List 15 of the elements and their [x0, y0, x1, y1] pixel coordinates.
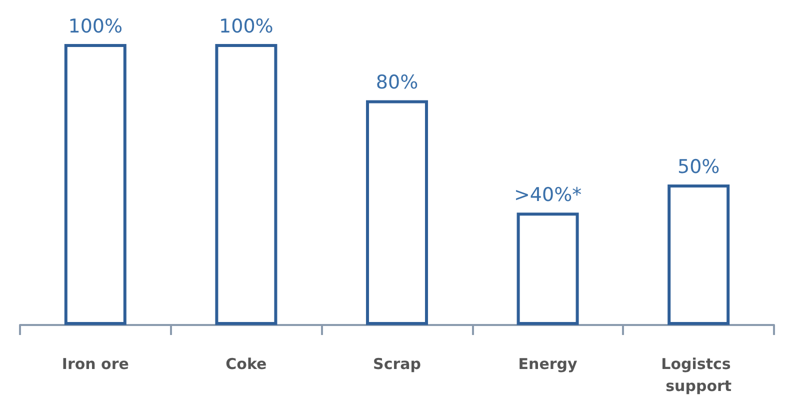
data-label: 80%: [376, 72, 418, 94]
bar: [215, 44, 278, 325]
data-label: 50%: [677, 156, 720, 178]
x-tick-label: Energy: [518, 355, 578, 373]
data-label: 100%: [219, 16, 274, 38]
x-tick-label: Iron ore: [62, 355, 129, 373]
data-label: 100%: [68, 16, 123, 38]
bar: [64, 44, 126, 325]
bar: [516, 212, 579, 325]
x-tick-label: Scrap: [373, 355, 422, 373]
bar: [668, 184, 730, 325]
bar: [366, 100, 428, 325]
x-tick-label: Coke: [226, 355, 267, 373]
data-label: >40%*: [514, 184, 582, 206]
x-tick-label: Logistcs support: [661, 355, 736, 395]
